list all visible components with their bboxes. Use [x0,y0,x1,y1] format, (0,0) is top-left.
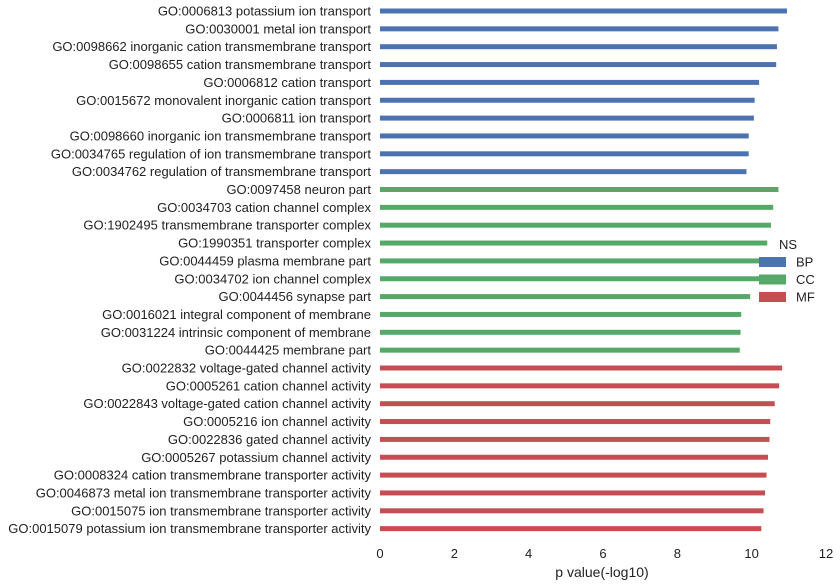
bar [380,365,783,371]
bar [380,347,740,353]
bar [380,79,760,85]
category-label: GO:0015672 monovalent inorganic cation t… [76,93,371,108]
category-label: GO:0015075 ion transmembrane transporter… [71,503,371,518]
bars-group [380,8,787,532]
category-label: GO:0098662 inorganic cation transmembran… [52,39,371,54]
bar [380,472,767,478]
x-tick-label: 12 [819,546,833,561]
legend: NS BP CC MF [759,237,815,305]
legend-swatch [759,257,786,267]
category-label: GO:0034765 regulation of ion transmembra… [51,146,372,161]
category-label: GO:0008324 cation transmembrane transpor… [54,468,372,483]
category-label: GO:0005216 ion channel activity [183,414,371,429]
x-tick-label: 6 [599,546,606,561]
bar [380,169,747,175]
category-label: GO:0044425 membrane part [205,343,372,358]
legend-label: BP [796,255,813,270]
category-label: GO:0006812 cation transport [203,75,371,90]
bar [380,204,774,210]
bar [380,187,779,192]
bar [380,222,771,228]
bar [380,97,755,103]
bar [380,44,777,50]
bar [380,311,742,317]
category-label: GO:1990351 transporter complex [178,236,371,251]
x-tick-label: 8 [674,546,681,561]
bar [380,151,749,157]
x-tick-label: 4 [525,546,532,561]
category-label: GO:0098655 cation transmembrane transpor… [109,57,372,72]
legend-swatch [759,292,786,302]
category-label: GO:0022843 voltage-gated cation channel … [83,396,371,411]
bar [380,62,777,68]
category-label: GO:0005261 cation channel activity [166,378,372,393]
bar [380,419,771,425]
x-tick-label: 0 [376,546,383,561]
legend-label: CC [796,272,815,287]
bar [380,436,770,442]
x-tick-label: 2 [451,546,458,561]
bar [380,276,761,282]
legend-label: MF [796,290,815,305]
bar [380,401,775,407]
category-label: GO:0015079 potassium ion transmembrane t… [8,521,371,536]
category-label: GO:0006811 ion transport [222,111,372,126]
x-axis-ticks: 0 2 4 6 8 10 12 [376,546,833,561]
bar [380,8,787,14]
category-label: GO:0034702 ion channel complex [174,271,371,286]
bar [380,526,762,532]
category-label: GO:0097458 neuron part [226,182,371,197]
bar [380,490,766,496]
bar [380,294,751,300]
category-label: GO:0030001 metal ion transport [185,21,371,36]
category-label: GO:0044459 plasma membrane part [159,253,371,268]
category-label: GO:0098660 inorganic ion transmembrane t… [70,128,372,143]
bar [380,133,749,139]
bar [380,329,741,335]
category-label: GO:0044456 synapse part [219,289,372,304]
x-tick-label: 10 [744,546,758,561]
category-label: GO:0031224 intrinsic component of membra… [101,325,371,340]
category-label: GO:0034703 cation channel complex [157,200,371,215]
legend-title: NS [779,237,797,252]
bar [380,26,779,32]
category-label: GO:0022836 gated channel activity [168,432,372,447]
bar [380,115,754,121]
category-labels: GO:0006813 potassium ion transport GO:003… [8,4,371,537]
legend-swatch [759,274,786,285]
bar [380,383,780,389]
bar [380,258,763,264]
category-label: GO:1902495 transmembrane transporter com… [83,218,371,233]
bar [380,454,769,460]
bar [380,240,768,246]
category-label: GO:0046873 metal ion transmembrane trans… [36,485,372,500]
category-label: GO:0022832 voltage-gated channel activit… [122,361,372,376]
x-axis-label: p value(-log10) [555,564,648,580]
category-label: GO:0016021 integral component of membran… [102,307,371,322]
bar [380,508,764,514]
category-label: GO:0005267 potassium channel activity [141,450,371,465]
category-label: GO:0034762 regulation of transmembrane t… [72,164,372,179]
category-label: GO:0006813 potassium ion transport [158,4,372,19]
